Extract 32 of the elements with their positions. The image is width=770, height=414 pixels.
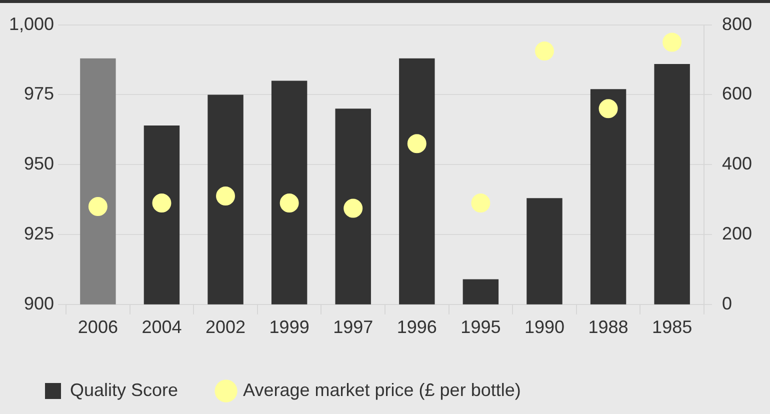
point — [280, 194, 299, 213]
point — [152, 194, 172, 213]
point — [88, 197, 108, 216]
y2-tick-label: 800 — [722, 14, 752, 34]
y-tick-label: 900 — [24, 293, 54, 314]
x-tick-label: 2006 — [78, 317, 118, 338]
y2-tick-label: 0 — [722, 293, 732, 314]
x-tick-label: 1995 — [460, 317, 501, 338]
point — [407, 134, 426, 154]
y-tick-label: 1,000 — [8, 14, 54, 34]
point — [471, 194, 490, 213]
x-tick-label: 1999 — [269, 317, 310, 338]
y-tick-label: 925 — [24, 223, 54, 244]
y-tick-label: 975 — [24, 84, 54, 104]
legend-label: Quality Score — [70, 380, 178, 400]
point — [534, 42, 554, 61]
point — [216, 186, 236, 206]
x-tick-label: 2002 — [206, 317, 246, 338]
y2-tick-label: 200 — [722, 223, 752, 244]
y2-tick-label: 400 — [722, 154, 752, 174]
point — [662, 32, 682, 52]
x-tick-label: 1990 — [524, 317, 565, 338]
x-tick-label: 1996 — [396, 317, 437, 338]
y2-tick-label: 600 — [722, 84, 752, 104]
y-tick-label: 950 — [24, 154, 54, 174]
point — [598, 99, 618, 118]
x-tick-label: 1988 — [588, 317, 628, 338]
legend-label: Average market price (£ per bottle) — [243, 380, 521, 400]
point — [344, 198, 363, 218]
x-tick-label: 1985 — [652, 317, 692, 338]
x-tick-label: 2004 — [142, 317, 182, 338]
x-tick-label: 1997 — [333, 317, 374, 338]
